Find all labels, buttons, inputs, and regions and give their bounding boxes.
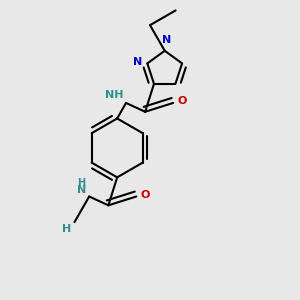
Text: N: N — [77, 185, 86, 195]
Text: N: N — [133, 57, 142, 67]
Text: N: N — [162, 35, 171, 45]
Text: H: H — [77, 178, 85, 188]
Text: O: O — [178, 96, 187, 106]
Text: H: H — [62, 224, 71, 234]
Text: NH: NH — [105, 90, 123, 100]
Text: O: O — [141, 190, 150, 200]
